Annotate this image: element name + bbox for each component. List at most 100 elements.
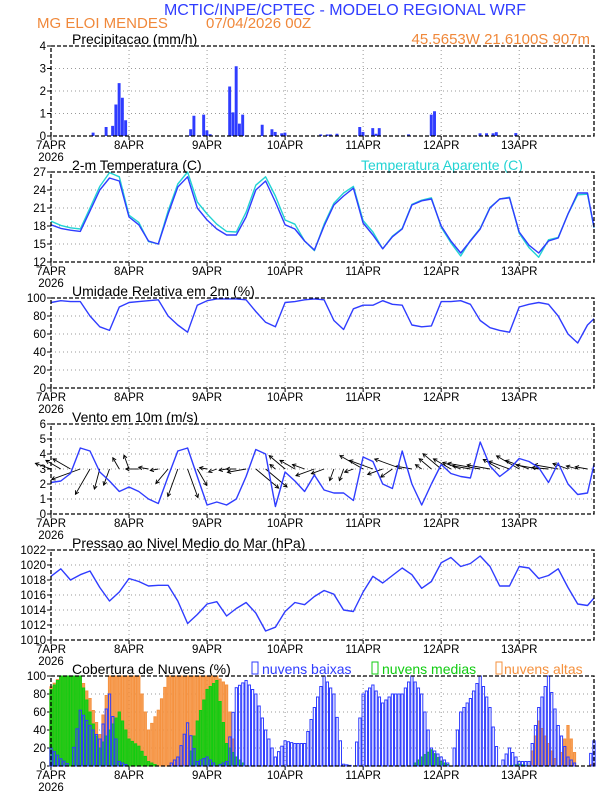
cloud-bar-nuvens-baixas — [254, 693, 258, 767]
cloud-bar-nuvens-baixas — [462, 707, 466, 767]
cloud-bar-nuvens-baixas — [491, 726, 495, 767]
clouds-title: Cobertura de Nuvens (%) — [72, 661, 231, 677]
wind-arrow-head — [45, 459, 50, 465]
cloud-bar-nuvens-baixas — [296, 743, 300, 767]
precip-panel: 0 1 2 3 4 7APR 8APR 9APR 10APR 11APR 12APR 13APR 202… — [36, 41, 595, 164]
panel-frame — [50, 423, 595, 515]
run-date: 07/04/2026 00Z — [206, 15, 311, 32]
wind-arrow-head — [279, 459, 284, 465]
wind-arrow — [531, 467, 549, 470]
wind-arrow-head — [339, 455, 344, 460]
cloud-bar-nuvens-baixas — [472, 690, 476, 767]
cloud-bar-nuvens-baixas — [410, 675, 414, 767]
pressure-title: Pressao ao Nivel Medio do Mar (hPa) — [72, 535, 305, 551]
precip-bar — [371, 128, 375, 136]
y-tick-label: 3 — [40, 464, 46, 476]
y-tick-label: 5 — [40, 434, 46, 446]
y-tick-label: 3 — [40, 64, 46, 76]
cloud-bar-nuvens-baixas — [390, 693, 395, 767]
y-tick-label: 27 — [33, 167, 46, 179]
cloud-bar-nuvens-baixas — [559, 735, 564, 767]
pressure-line-blue — [50, 555, 595, 632]
wind-arrow — [255, 468, 279, 489]
wind-arrow — [447, 462, 481, 470]
cloud-bar-nuvens-baixas — [501, 759, 505, 767]
precip-bar — [478, 133, 482, 136]
wind-arrow — [433, 458, 452, 470]
wind-arrow-head — [274, 484, 280, 489]
cloud-bar-nuvens-altas — [169, 675, 173, 767]
cloud-bar-nuvens-baixas — [400, 693, 404, 767]
precip-bar — [189, 129, 193, 136]
cloud-bar-nuvens-baixas — [553, 708, 557, 767]
cloud-bar-nuvens-baixas — [420, 693, 424, 767]
cloud-bar-nuvens-medias — [215, 680, 219, 767]
y-tick-label: 24 — [33, 185, 46, 197]
precip-bar — [228, 86, 232, 136]
cloud-bar-nuvens-medias — [120, 720, 125, 767]
wind-arrow-head — [366, 471, 372, 476]
wind-arrow — [35, 462, 52, 470]
cloud-bar-nuvens-baixas — [381, 702, 385, 767]
wind-arrow-head — [574, 465, 580, 470]
cloud-bar-nuvens-baixas — [504, 753, 508, 767]
precip-bar — [494, 132, 498, 136]
wind-arrow-head — [380, 473, 385, 478]
x-tick-label: 9APR — [192, 266, 222, 278]
wind-arrow-head — [552, 462, 557, 467]
temp-line-blue — [50, 176, 595, 254]
x-tick-label: 11APR — [345, 266, 381, 278]
x-tick-label: 13APR — [501, 518, 537, 530]
cloud-bar-nuvens-baixas — [55, 754, 60, 767]
cloud-bar-nuvens-altas — [172, 675, 177, 767]
y-tick-label: 18 — [33, 221, 46, 233]
wind-arrow — [51, 468, 81, 480]
precip-bar — [485, 133, 489, 136]
cloud-bar-nuvens-baixas — [413, 681, 417, 767]
precip-bar — [429, 114, 433, 136]
precip-bar — [234, 66, 238, 136]
wind-arrow-head — [504, 459, 510, 464]
cloud-bar-nuvens-baixas — [335, 716, 339, 767]
wind-arrow — [199, 467, 208, 470]
x-tick-label: 8APR — [114, 392, 144, 404]
wind-arrow-head — [291, 463, 297, 468]
precip-bar — [241, 114, 245, 136]
x-tick-label: 8APR — [114, 140, 144, 152]
cloud-bar-nuvens-medias — [143, 755, 147, 767]
cloud-bar-nuvens-baixas — [250, 689, 255, 767]
cloud-bar-nuvens-baixas — [302, 743, 307, 767]
wind-arrow — [418, 458, 432, 470]
cloud-bar-nuvens-baixas — [289, 742, 294, 767]
precip-bar — [407, 134, 410, 136]
wind-arrow-head — [531, 465, 536, 471]
y-tick-label: 80 — [33, 311, 46, 323]
cloud-bar-nuvens-medias — [195, 720, 199, 767]
cloud-bar-nuvens-medias — [59, 675, 63, 767]
x-tick-label: 13APR — [501, 140, 537, 152]
x-tick-label: 9APR — [192, 518, 222, 530]
cloud-bar-nuvens-medias — [208, 686, 212, 767]
precip-bar — [231, 112, 235, 136]
cloud-bar-nuvens-baixas — [315, 696, 320, 767]
station-name: MG ELOI MENDES — [37, 15, 168, 32]
precip-bar — [273, 131, 277, 136]
wind-arrow-head — [414, 464, 420, 469]
wind-arrow-head — [328, 476, 333, 482]
cloud-bar-nuvens-medias — [127, 738, 131, 767]
wind-arrow — [268, 455, 286, 470]
wind-arrow-head — [74, 490, 80, 496]
wind-arrow-head — [218, 467, 224, 473]
wind-arrow — [422, 453, 442, 470]
wind-arrow — [93, 468, 101, 490]
wind-arrow-head — [348, 459, 354, 464]
wind-arrow — [208, 468, 217, 473]
panel-frame — [50, 171, 595, 263]
x-tick-label: 12APR — [423, 140, 459, 152]
precip-bar — [280, 133, 284, 136]
rh-line-blue — [50, 298, 595, 344]
precip-bar — [374, 133, 378, 136]
rh-panel: 0 20 40 60 80 100 7APR 8APR 9APR 10APR 11APR 12APR 1… — [27, 293, 595, 416]
cloud-bar-nuvens-baixas — [387, 696, 391, 767]
x-tick-label: 7APR — [36, 644, 66, 656]
